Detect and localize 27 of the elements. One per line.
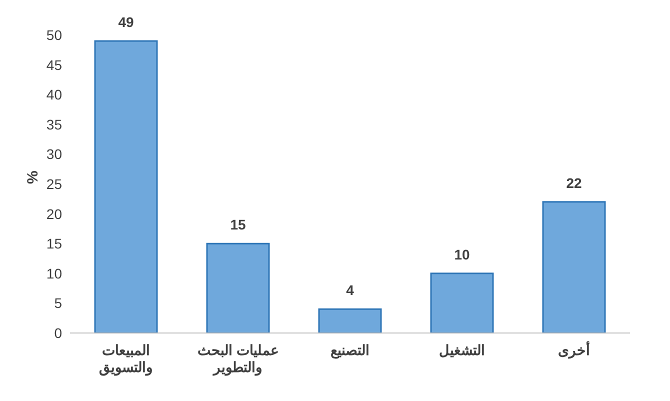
data-label: 22 [566,174,582,191]
y-tick-label: 45 [46,56,62,73]
data-label: 4 [346,282,354,298]
y-tick-label: 50 [46,26,62,43]
y-tick-label: 10 [46,265,62,282]
bar [318,308,382,333]
bar [206,242,270,333]
y-tick-label: 20 [46,206,62,222]
bar [94,40,158,333]
y-tick-label: 40 [46,86,62,103]
x-tick-label: عمليات البحث والتطوير [198,342,278,376]
y-tick-label: 30 [46,146,62,162]
y-tick-label: 5 [54,295,62,312]
data-label: 10 [454,246,470,262]
y-tick-label: 25 [46,176,62,192]
x-tick-label: التصنيع [330,342,370,359]
y-tick-label: 15 [46,236,62,252]
x-tick-label: المبيعات والتسويق [99,342,153,376]
y-axis-title: % [24,170,42,184]
y-tick-label: 0 [54,324,62,341]
data-label: 15 [230,216,246,233]
x-tick-label: أخرى [558,340,590,359]
data-label: 49 [118,14,134,30]
bar [542,201,606,333]
y-tick-label: 35 [46,116,62,132]
x-tick-label: التشغيل [439,342,485,358]
bar [430,272,494,333]
